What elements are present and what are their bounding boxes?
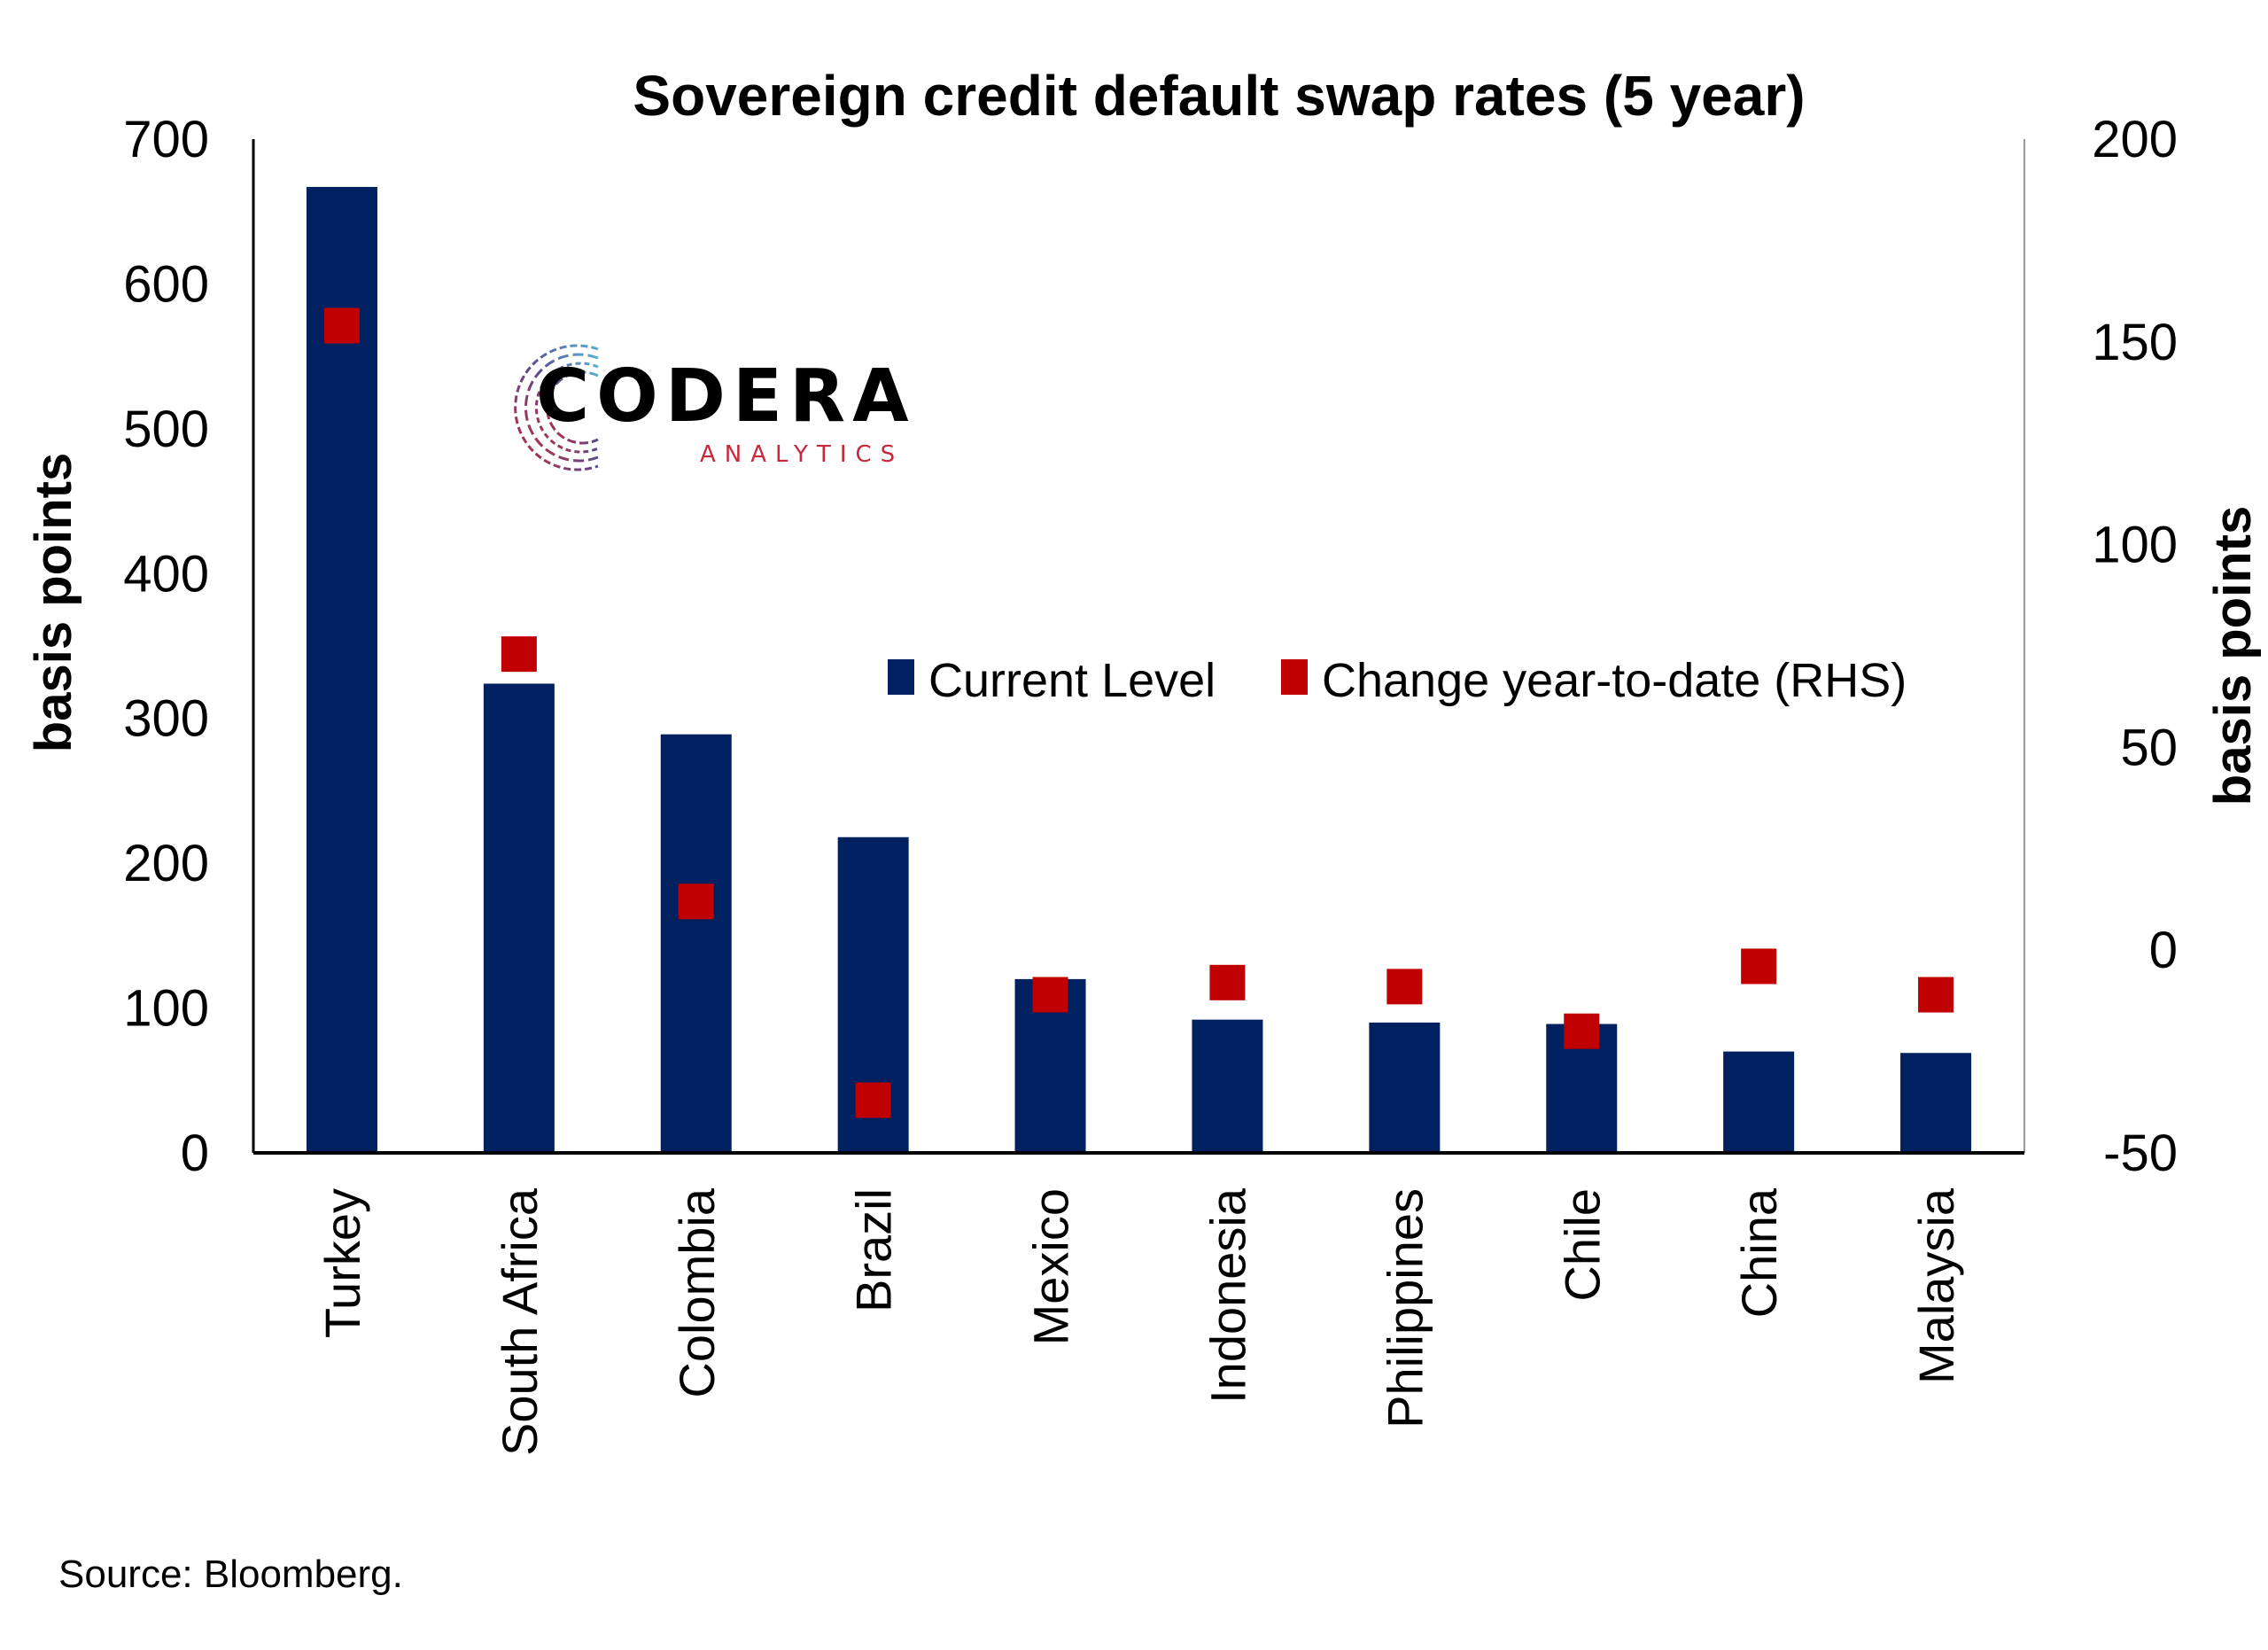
marker-turkey [323, 307, 360, 344]
bar-south-africa [483, 683, 555, 1153]
right-tick-label: 100 [2092, 517, 2178, 574]
bar-indonesia [1192, 1019, 1263, 1153]
right-tick-label: 50 [2120, 719, 2178, 776]
left-tick-label: 500 [123, 401, 209, 458]
chart-title: Sovereign credit default swap rates (5 y… [633, 64, 1805, 128]
logo-subtitle: ANALYTICS [700, 441, 904, 468]
right-tick-label: 200 [2092, 111, 2178, 168]
legend-swatch-current-level [888, 659, 914, 695]
marker-colombia [678, 883, 714, 920]
logo-subtitle-text: ANALYTICS [700, 441, 905, 468]
left-axis-ticks: 0 100 200 300 400 500 600 700 [123, 111, 209, 1182]
legend-label-current-level: Current Level [928, 654, 1216, 707]
category-label-mexico: Mexico [1023, 1188, 1079, 1345]
marker-philippines [1386, 969, 1423, 1005]
left-axis-title: basis points [25, 453, 82, 752]
logo-wordmark: CODERA [536, 354, 916, 439]
category-labels: Turkey South Africa Colombia Brazil Mexico In… [315, 1187, 1964, 1456]
bar-turkey [306, 186, 377, 1154]
bars-series [306, 186, 1972, 1154]
category-label-china: China [1731, 1187, 1787, 1318]
left-tick-label: 0 [181, 1125, 209, 1182]
markers-series [323, 307, 1954, 1118]
bar-malaysia [1900, 1053, 1972, 1153]
marker-malaysia [1918, 977, 1954, 1013]
marker-indonesia [1209, 964, 1246, 1000]
bar-philippines [1369, 1022, 1441, 1153]
right-axis-ticks: -50 0 50 100 150 200 [2092, 111, 2178, 1182]
right-axis-title: basis points [2204, 506, 2262, 806]
source-note: Source: Bloomberg. [58, 1553, 403, 1596]
left-tick-label: 600 [123, 255, 209, 313]
logo-arc-icon [514, 344, 599, 471]
left-tick-label: 300 [123, 690, 209, 748]
right-tick-label: 150 [2092, 314, 2178, 371]
codera-logo: CODERA ANALYTICS [501, 337, 926, 479]
legend-swatch-change-ytd [1281, 659, 1308, 695]
marker-brazil [855, 1082, 891, 1118]
marker-mexico [1032, 977, 1068, 1013]
category-label-brazil: Brazil [846, 1188, 902, 1312]
category-label-chile: Chile [1554, 1188, 1610, 1302]
category-label-philippines: Philippines [1377, 1188, 1433, 1428]
marker-chile [1564, 1013, 1600, 1049]
left-tick-label: 100 [123, 980, 209, 1038]
bar-colombia [660, 734, 732, 1153]
marker-china [1741, 948, 1777, 985]
left-tick-label: 400 [123, 545, 209, 603]
left-tick-label: 700 [123, 111, 209, 168]
legend-label-change-ytd: Change year-to-date (RHS) [1322, 654, 1907, 707]
category-label-indonesia: Indonesia [1200, 1187, 1255, 1404]
left-tick-label: 200 [123, 835, 209, 892]
category-label-south-africa: South Africa [492, 1187, 548, 1456]
category-label-colombia: Colombia [669, 1187, 725, 1397]
category-label-turkey: Turkey [315, 1188, 370, 1338]
marker-south-africa [501, 636, 537, 673]
right-tick-label: 0 [2149, 922, 2178, 979]
bar-china [1723, 1051, 1795, 1153]
category-label-malaysia: Malaysia [1908, 1187, 1964, 1384]
right-tick-label: -50 [2103, 1125, 2178, 1182]
legend: Current Level Change year-to-date (RHS) [888, 654, 1907, 707]
